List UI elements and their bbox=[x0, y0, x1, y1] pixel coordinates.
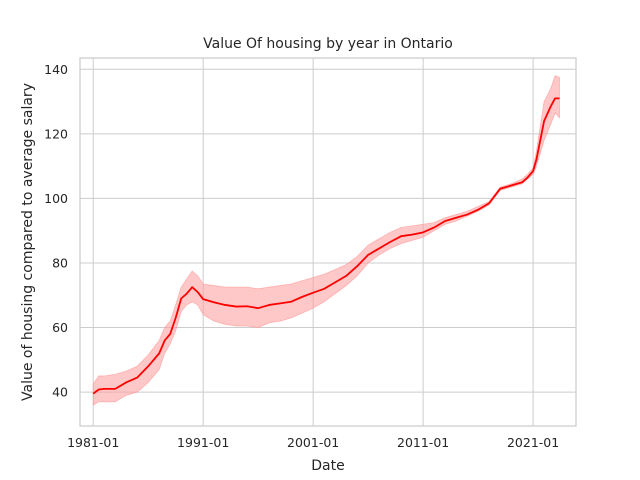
x-tick-label: 1991-01 bbox=[177, 435, 229, 450]
grid-lines bbox=[80, 58, 576, 426]
y-tick-label: 40 bbox=[52, 385, 68, 400]
y-tick-label: 100 bbox=[44, 191, 68, 206]
x-axis-label: Date bbox=[311, 458, 344, 474]
y-tick-label: 140 bbox=[44, 62, 68, 77]
x-tick-labels: 1981-01 1991-01 2001-01 2011-01 2021-01 bbox=[67, 435, 559, 450]
confidence-band bbox=[92, 75, 560, 406]
x-tick-label: 2001-01 bbox=[287, 435, 339, 450]
plot-frame bbox=[79, 57, 577, 427]
y-axis-label: Value of housing compared to average sal… bbox=[20, 83, 36, 401]
y-tick-label: 80 bbox=[52, 255, 68, 270]
chart-title: Value Of housing by year in Ontario bbox=[203, 36, 453, 52]
y-tick-labels: 40 60 80 100 120 140 bbox=[44, 62, 68, 400]
x-tick-label: 1981-01 bbox=[67, 435, 119, 450]
x-tick-label: 2011-01 bbox=[397, 435, 449, 450]
y-tick-label: 60 bbox=[52, 320, 68, 335]
series-line bbox=[92, 97, 560, 395]
y-tick-label: 120 bbox=[44, 126, 68, 141]
x-tick-label: 2021-01 bbox=[507, 435, 559, 450]
